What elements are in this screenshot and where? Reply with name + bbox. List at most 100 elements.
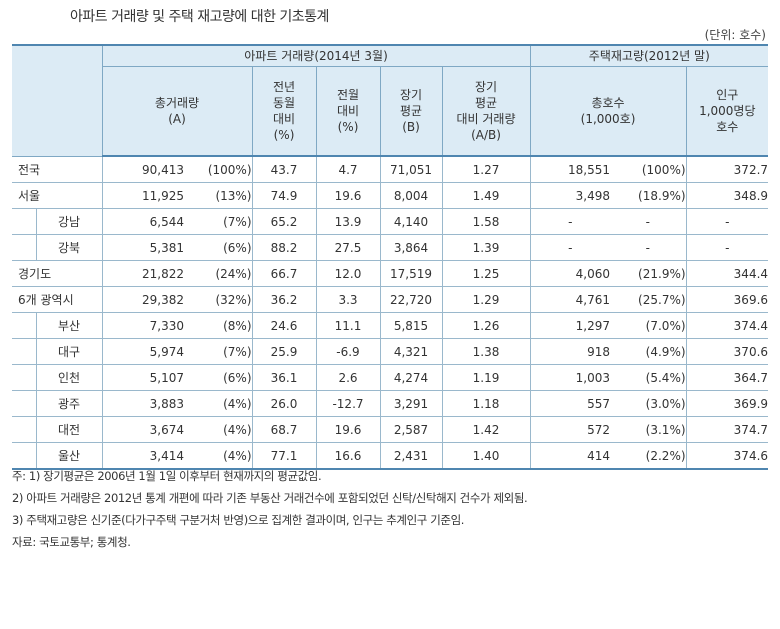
source-note: 자료: 국토교통부; 통계청. [12, 535, 131, 549]
header-row: 총거래량 (A) 전년 동월 대비 (%) 전월 대비 (%) 장기 평균 (B… [12, 66, 769, 157]
footnote: 2) 아파트 거래량은 2012년 통계 개편에 따라 기존 부동산 거래건수에… [12, 491, 528, 505]
region-cell: 인천 [35, 364, 102, 391]
table-row: 부산 7,330 (8%) 24.6 11.1 5,815 1.26 1,297 (7.0%) 3… [12, 312, 769, 339]
region-cell: 강북 [35, 234, 102, 261]
ratio-cell: 1.42 [441, 416, 531, 443]
yoy-change-cell: 88.2 [251, 234, 316, 261]
header-line: (B) [402, 120, 420, 134]
total-trade-header: 총거래량 (A) [101, 66, 253, 157]
mom-change-cell: 19.6 [315, 182, 380, 209]
region-cell: 강남 [35, 208, 102, 235]
ratio-cell: 1.39 [441, 234, 531, 261]
houses-share-cell: (4.9%) [610, 338, 687, 365]
total-houses-cell: - [529, 234, 611, 261]
per-1000-cell: 374.6 [685, 442, 769, 470]
ratio-cell: 1.18 [441, 390, 531, 417]
per-1000-cell: 372.7 [685, 155, 769, 183]
region-cell: 서울 [12, 182, 102, 209]
long-avg-cell: 2,431 [379, 442, 442, 470]
total-houses-cell: 18,551 [529, 155, 611, 183]
total-trade-share-cell: (7%) [184, 208, 252, 235]
header-line: 전년 [272, 80, 296, 94]
header-group-row: 아파트 거래량(2014년 3월) 주택재고량(2012년 말) [12, 44, 769, 157]
row-indent [12, 390, 36, 417]
mom-change-cell: 16.6 [315, 442, 380, 470]
per-1000-header: 인구 1,000명당 호수 [685, 66, 769, 157]
header-line: (1,000호) [580, 112, 636, 126]
per-1000-cell: 344.4 [685, 260, 769, 287]
long-avg-header: 장기 평균 (B) [379, 66, 443, 157]
ratio-cell: 1.25 [441, 260, 531, 287]
header-line: (%) [273, 128, 295, 142]
houses-share-cell: - [610, 234, 687, 261]
header-line: 인구 [716, 88, 739, 102]
total-trade-share-cell: (100%) [184, 155, 252, 183]
header-line: 총호수 [591, 96, 625, 110]
total-houses-cell: 918 [529, 338, 611, 365]
region-cell: 광주 [35, 390, 102, 417]
total-houses-cell: 557 [529, 390, 611, 417]
per-1000-cell: 348.9 [685, 182, 769, 209]
long-avg-cell: 5,815 [379, 312, 442, 339]
mom-header: 전월 대비 (%) [315, 66, 381, 157]
page-title: 아파트 거래량 및 주택 재고량에 대한 기초통계 [70, 9, 329, 25]
total-trade-cell: 3,883 [101, 390, 184, 417]
total-trade-share-cell: (6%) [184, 364, 252, 391]
per-1000-cell: 374.4 [685, 312, 769, 339]
long-avg-cell: 3,864 [379, 234, 442, 261]
total-trade-share-cell: (7%) [184, 338, 252, 365]
per-1000-cell: 369.9 [685, 390, 769, 417]
per-1000-cell: 369.6 [685, 286, 769, 313]
yoy-change-cell: 74.9 [251, 182, 316, 209]
table-row: 인천 5,107 (6%) 36.1 2.6 4,274 1.19 1,003 (5.4%) 36… [12, 364, 769, 391]
houses-share-cell: (25.7%) [610, 286, 687, 313]
mom-change-cell: -12.7 [315, 390, 380, 417]
total-houses-cell: - [529, 208, 611, 235]
row-indent [12, 442, 36, 470]
total-trade-share-cell: (4%) [184, 390, 252, 417]
ratio-header: 장기 평균 대비 거래량 (A/B) [441, 66, 531, 157]
houses-share-cell: (100%) [610, 155, 687, 183]
long-avg-cell: 3,291 [379, 390, 442, 417]
total-trade-share-cell: (4%) [184, 416, 252, 443]
per-1000-cell: 374.7 [685, 416, 769, 443]
mom-change-cell: 13.9 [315, 208, 380, 235]
yoy-change-cell: 66.7 [251, 260, 316, 287]
total-trade-cell: 5,974 [101, 338, 184, 365]
header-line: (A) [168, 112, 186, 126]
region-cell: 전국 [12, 155, 102, 183]
total-houses-cell: 1,297 [529, 312, 611, 339]
houses-share-cell: (2.2%) [610, 442, 687, 470]
footnotes: 주: 1) 장기평균은 2006년 1월 1일 이후부터 현재까지의 평균값임.… [12, 465, 528, 553]
footnote: 3) 주택재고량은 신기준(다가구주택 구분거처 반영)으로 집계한 결과이며,… [12, 513, 465, 527]
yoy-change-cell: 65.2 [251, 208, 316, 235]
total-houses-cell: 4,060 [529, 260, 611, 287]
mom-change-cell: 27.5 [315, 234, 380, 261]
ratio-cell: 1.49 [441, 182, 531, 209]
total-trade-share-cell: (24%) [184, 260, 252, 287]
mom-change-cell: -6.9 [315, 338, 380, 365]
table-row: 서울 11,925 (13%) 74.9 19.6 8,004 1.49 3,498 (18.9… [12, 182, 769, 209]
row-indent [12, 416, 36, 443]
houses-share-cell: (3.1%) [610, 416, 687, 443]
header-line: 1,000명당 [699, 104, 756, 118]
stats-table: 아파트 거래량(2014년 3월) 주택재고량(2012년 말) 총거래량 (A… [12, 44, 769, 470]
mom-change-cell: 19.6 [315, 416, 380, 443]
region-cell: 부산 [35, 312, 102, 339]
total-trade-cell: 6,544 [101, 208, 184, 235]
houses-share-cell: (5.4%) [610, 364, 687, 391]
total-trade-cell: 3,674 [101, 416, 184, 443]
total-trade-cell: 5,381 [101, 234, 184, 261]
total-trade-share-cell: (6%) [184, 234, 252, 261]
yoy-change-cell: 24.6 [251, 312, 316, 339]
houses-share-cell: (21.9%) [610, 260, 687, 287]
mom-change-cell: 4.7 [315, 155, 380, 183]
region-cell: 울산 [35, 442, 102, 470]
long-avg-cell: 22,720 [379, 286, 442, 313]
row-indent [12, 338, 36, 365]
table-row: 광주 3,883 (4%) 26.0 -12.7 3,291 1.18 557 (3.0%) 36… [12, 390, 769, 417]
long-avg-cell: 4,140 [379, 208, 442, 235]
region-cell: 대구 [35, 338, 102, 365]
total-houses-cell: 3,498 [529, 182, 611, 209]
total-trade-cell: 7,330 [101, 312, 184, 339]
